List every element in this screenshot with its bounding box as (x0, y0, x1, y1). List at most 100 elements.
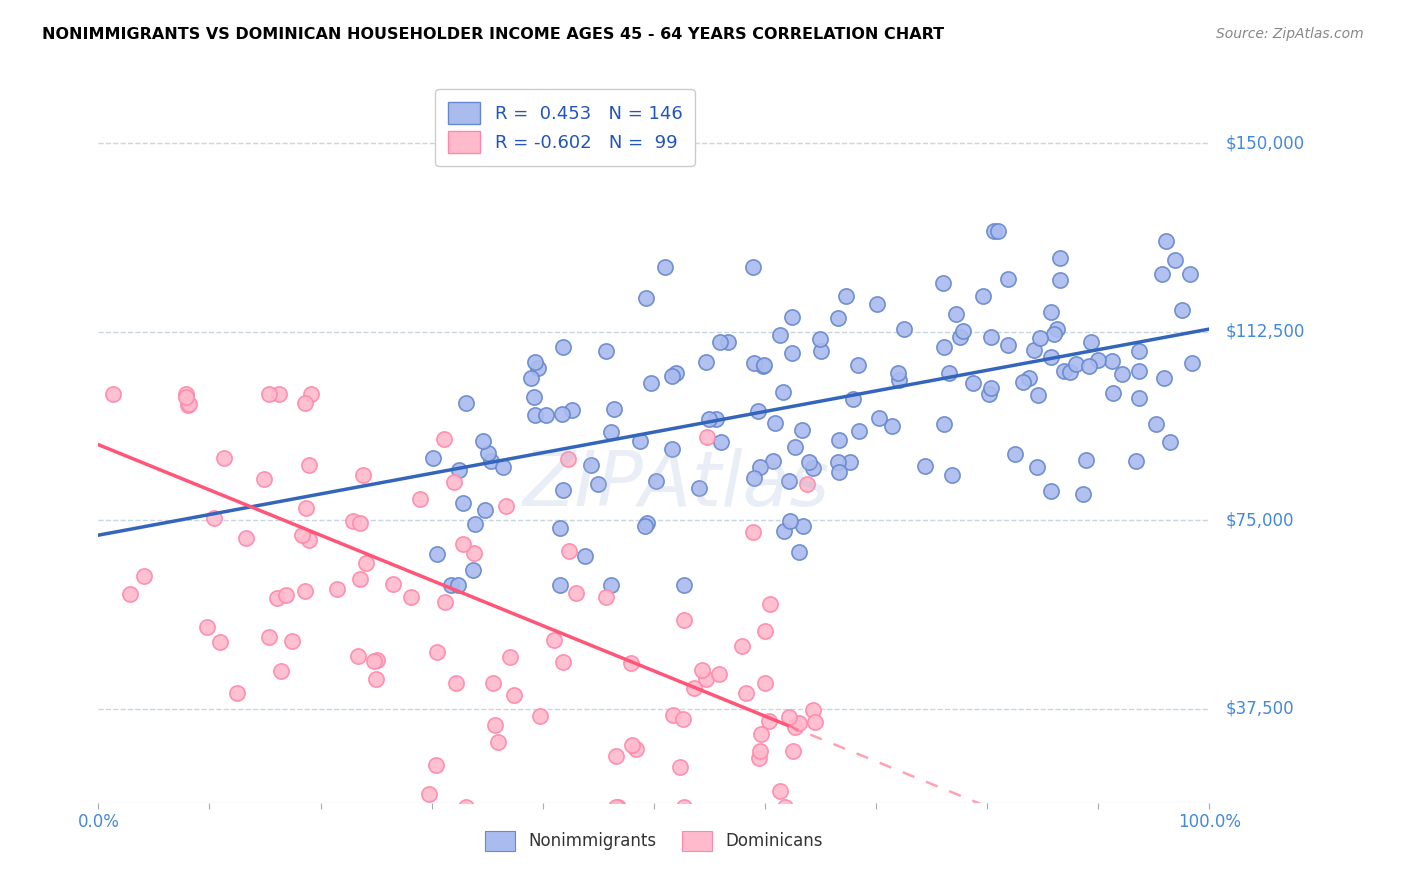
Point (803, 715, 825, 730)
Point (603, 401, 626, 416)
Point (1102, 386, 1125, 401)
Point (606, 799, 628, 814)
Point (298, 533, 321, 547)
Point (443, 475, 465, 490)
Point (1052, 364, 1074, 378)
Point (695, 672, 717, 686)
Point (479, 453, 502, 467)
Point (654, 260, 676, 274)
Point (972, 288, 994, 302)
Point (520, 371, 543, 385)
Point (451, 537, 474, 551)
Point (796, 477, 818, 491)
Point (839, 455, 862, 469)
Point (792, 518, 814, 533)
Point (620, 738, 643, 752)
Point (1144, 417, 1167, 432)
Point (433, 595, 456, 609)
Point (1178, 268, 1201, 282)
Point (101, 387, 124, 401)
Point (551, 655, 574, 669)
Point (761, 454, 783, 468)
Point (364, 672, 387, 686)
Point (827, 455, 849, 469)
Point (749, 460, 772, 475)
Point (1101, 353, 1123, 368)
Point (754, 358, 776, 372)
Point (672, 578, 695, 592)
Point (1012, 375, 1035, 389)
Point (354, 557, 377, 571)
Point (801, 460, 824, 475)
Point (557, 451, 579, 466)
Point (1059, 365, 1081, 379)
Point (636, 516, 658, 531)
Point (366, 653, 388, 667)
Text: ZIPAtlas: ZIPAtlas (523, 448, 830, 522)
Point (174, 391, 197, 405)
Point (747, 404, 769, 418)
Point (734, 686, 756, 700)
Point (790, 423, 813, 437)
Point (932, 276, 955, 290)
Point (433, 432, 456, 446)
Point (866, 297, 889, 311)
Point (1171, 303, 1194, 318)
Point (553, 483, 575, 498)
Point (523, 354, 546, 368)
Point (887, 366, 910, 380)
Point (754, 624, 776, 638)
Point (748, 751, 770, 765)
Point (276, 588, 298, 602)
Point (1150, 267, 1173, 281)
Text: Source: ZipAtlas.com: Source: ZipAtlas.com (1216, 27, 1364, 41)
Point (1045, 322, 1067, 336)
Point (661, 369, 683, 384)
Point (426, 645, 449, 659)
Point (801, 703, 824, 717)
Point (672, 799, 695, 814)
Point (846, 358, 869, 372)
Point (548, 521, 571, 535)
Point (983, 224, 1005, 238)
Point (463, 546, 485, 560)
Point (492, 460, 515, 475)
Point (932, 417, 955, 431)
Point (347, 649, 370, 664)
Point (763, 416, 786, 430)
Point (499, 650, 522, 665)
Point (477, 445, 499, 459)
Point (785, 440, 807, 454)
Point (1080, 334, 1102, 349)
Point (759, 597, 782, 611)
Point (586, 476, 609, 491)
Point (688, 481, 710, 495)
Point (235, 531, 257, 545)
Point (257, 387, 280, 401)
Point (779, 514, 801, 528)
Point (636, 291, 658, 305)
Point (644, 474, 666, 488)
Point (697, 411, 720, 425)
Point (952, 324, 974, 338)
Point (1181, 356, 1204, 370)
Point (208, 635, 231, 649)
Point (1018, 371, 1040, 385)
Point (605, 748, 627, 763)
Point (749, 726, 772, 740)
Point (565, 586, 588, 600)
Point (661, 442, 683, 457)
Point (914, 459, 936, 474)
Point (1128, 364, 1150, 378)
Point (758, 714, 780, 728)
Point (1087, 353, 1109, 368)
Point (1040, 304, 1063, 318)
Point (579, 458, 602, 473)
Point (997, 337, 1019, 351)
Point (451, 495, 474, 509)
Point (550, 578, 572, 592)
Point (710, 434, 733, 449)
Point (447, 578, 470, 592)
Point (294, 584, 316, 599)
Point (808, 333, 831, 347)
